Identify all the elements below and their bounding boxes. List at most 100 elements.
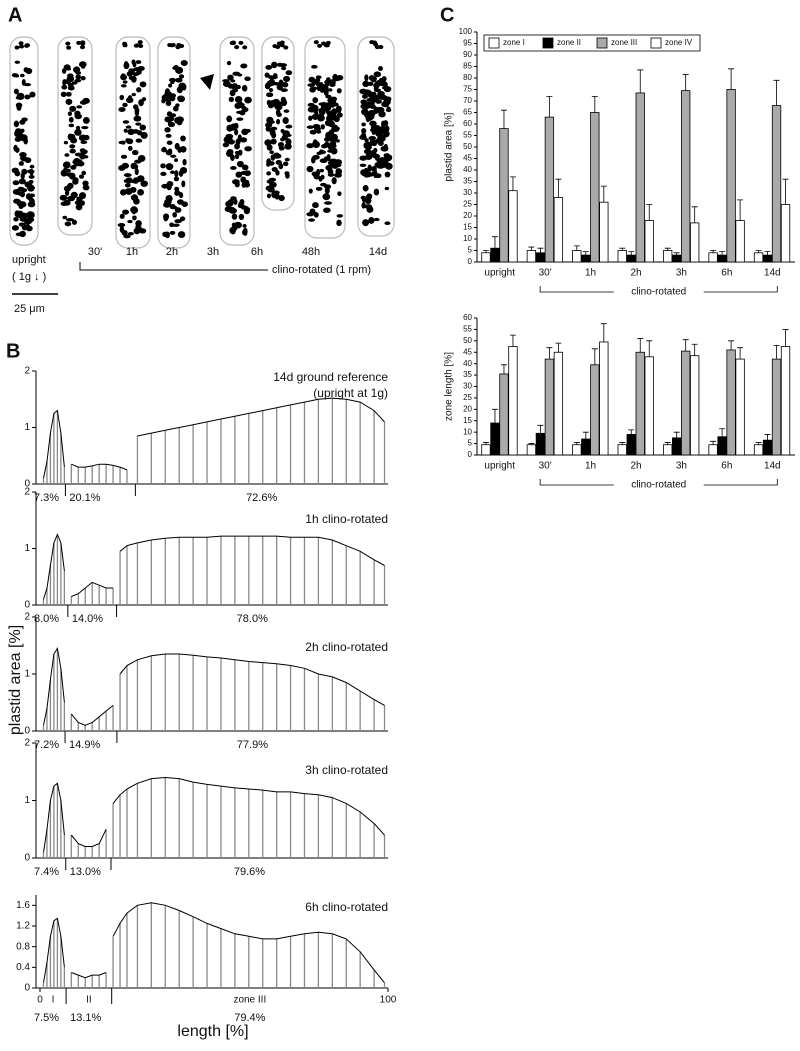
plastid xyxy=(379,134,386,142)
plastid xyxy=(222,79,230,83)
error-bar xyxy=(664,442,671,445)
y-tick-label: 50 xyxy=(463,142,472,151)
zone-label: 79.6% xyxy=(234,866,265,878)
plastid xyxy=(140,180,149,187)
plastid xyxy=(179,216,186,222)
plastid xyxy=(29,91,36,98)
plastid xyxy=(234,102,242,109)
plastid xyxy=(283,161,289,167)
plastid xyxy=(182,158,187,166)
plastid xyxy=(282,130,290,137)
bracket-label: clino-rotated (1 rpm) xyxy=(272,264,371,276)
plastid xyxy=(66,67,71,71)
y-tick-label: 100 xyxy=(459,27,473,36)
plastid xyxy=(81,170,87,176)
fit-curve xyxy=(71,581,114,597)
plastid xyxy=(69,105,77,112)
y-tick-label: 0 xyxy=(24,983,30,994)
plastid xyxy=(313,40,319,45)
gravity-label: ( 1g ↓ ) xyxy=(12,271,46,283)
plastid xyxy=(18,131,23,136)
plastid xyxy=(311,156,316,164)
plastid xyxy=(121,84,127,88)
plastid xyxy=(11,225,19,231)
plastid xyxy=(163,213,170,220)
plastid xyxy=(323,89,329,97)
fit-curve xyxy=(43,647,65,726)
bar xyxy=(544,116,555,263)
plastid xyxy=(276,84,283,91)
error-bar xyxy=(719,428,726,437)
y-tick-label: 1.6 xyxy=(16,900,30,911)
bracket-label: clino-rotated xyxy=(631,480,686,491)
y-tick-label: 0 xyxy=(468,257,473,266)
bar xyxy=(771,105,782,263)
plastid xyxy=(131,149,139,156)
error-bar xyxy=(491,236,498,249)
bar xyxy=(672,437,682,456)
error-bar xyxy=(582,431,589,440)
plastid xyxy=(179,43,185,48)
plastid xyxy=(325,40,331,45)
plastid xyxy=(312,124,321,129)
plastid xyxy=(241,183,248,187)
zone-label: 79.4% xyxy=(234,1012,265,1024)
error-bar xyxy=(555,178,562,198)
plastid xyxy=(63,199,71,206)
y-tick-label: 80 xyxy=(463,73,472,82)
plastid xyxy=(123,234,131,239)
plastid xyxy=(269,184,275,192)
cell-micrographs xyxy=(9,36,395,249)
plastid xyxy=(359,88,368,95)
plastid xyxy=(69,144,76,149)
error-bar xyxy=(600,185,607,203)
plastid xyxy=(129,186,137,193)
plastid xyxy=(308,76,316,83)
plastid xyxy=(226,60,232,66)
bar xyxy=(572,444,582,456)
plastid xyxy=(178,74,185,79)
plastid xyxy=(285,124,293,129)
plastid xyxy=(177,231,186,238)
time-label: 48h xyxy=(302,246,320,258)
zone-label: 14.9% xyxy=(69,739,100,751)
plastid xyxy=(275,170,280,176)
plastid xyxy=(361,128,367,134)
time-label: 14d xyxy=(369,246,387,258)
x-tick-label: 1h xyxy=(585,461,596,472)
plastid xyxy=(308,218,315,222)
plastid xyxy=(226,150,234,158)
y-tick-label: 95 xyxy=(463,39,472,48)
plastid xyxy=(67,73,74,79)
plastid xyxy=(127,145,133,151)
bar xyxy=(735,220,745,263)
plastid xyxy=(273,81,280,86)
plastid xyxy=(131,72,140,77)
y-axis-label: zone length [%] xyxy=(444,352,455,421)
plastid xyxy=(140,131,148,139)
zone-label: 20.1% xyxy=(69,492,100,504)
plastid xyxy=(67,195,76,202)
plastid xyxy=(122,43,128,48)
y-tick-label: 40 xyxy=(463,165,472,174)
bar xyxy=(708,444,718,456)
plastid xyxy=(336,88,342,94)
y-tick-label: 0 xyxy=(24,600,30,611)
plastid xyxy=(117,222,126,228)
plastid xyxy=(243,170,251,177)
plastid xyxy=(241,105,247,111)
chart-title: 14d ground reference xyxy=(273,370,388,384)
y-tick-label: 2 xyxy=(24,366,30,377)
plastid xyxy=(279,63,288,68)
fit-curve xyxy=(71,463,128,471)
plastid xyxy=(324,83,330,87)
plastid xyxy=(77,159,83,167)
plastid xyxy=(11,167,19,174)
plastid xyxy=(325,115,334,122)
panel-label: C xyxy=(440,4,454,26)
y-tick-label: 25 xyxy=(463,200,472,209)
bar xyxy=(644,356,654,456)
bar xyxy=(762,439,773,456)
bar xyxy=(635,92,645,263)
plastid xyxy=(323,207,331,213)
